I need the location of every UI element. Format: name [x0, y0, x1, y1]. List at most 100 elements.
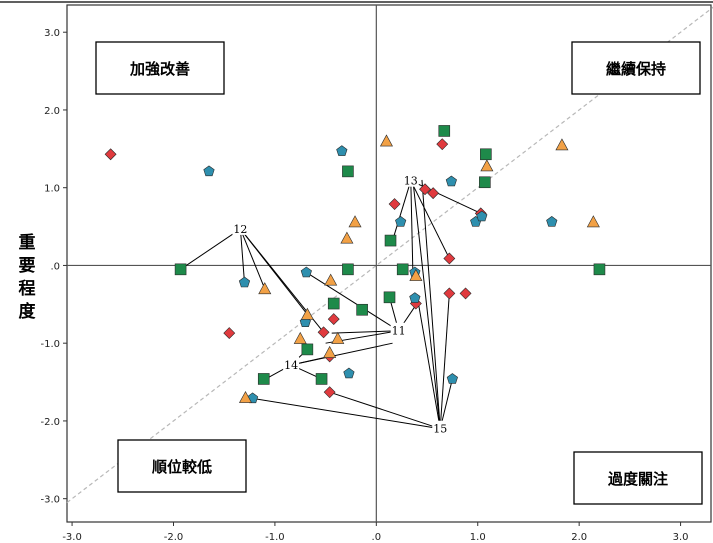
square-marker [396, 263, 409, 276]
annotation-label: 14 [284, 359, 298, 372]
pentagon-marker [409, 292, 421, 303]
x-tick-label: 2.0 [571, 532, 587, 543]
annotation-label: 12 [233, 223, 247, 236]
diamond-marker [459, 287, 472, 300]
square-marker [479, 176, 491, 189]
annotation-leader-line [239, 228, 245, 283]
diamond-marker [223, 327, 236, 340]
annotation-leader-line [291, 342, 393, 366]
pentagon-marker [546, 216, 558, 227]
annotation-label: 13 [404, 175, 418, 188]
pentagon-marker [476, 210, 488, 222]
x-tick-label: 1.0 [470, 532, 486, 543]
annotation-label: 15 [433, 423, 447, 436]
diamond-marker [317, 326, 330, 339]
square-marker [327, 297, 340, 310]
square-marker [593, 263, 606, 276]
y-axis-label-char: 程 [19, 279, 36, 299]
triangle-marker [480, 159, 494, 172]
y-tick-label: -2.0 [40, 417, 60, 428]
y-tick-label: 2.0 [44, 106, 60, 117]
y-axis-label-char: 要 [19, 256, 36, 276]
triangle-marker [324, 273, 338, 286]
quadrant-label-top-right: 繼續保持 [606, 60, 666, 78]
pentagon-marker [336, 145, 348, 156]
annotation-leader-line [410, 180, 414, 271]
triangle-marker [293, 331, 307, 344]
annotation-leader-line [410, 180, 450, 259]
square-marker [301, 343, 314, 356]
diamond-marker [427, 187, 440, 200]
pentagon-marker [446, 373, 458, 384]
pentagon-marker [203, 165, 215, 177]
x-tick-label: 3.0 [673, 532, 689, 543]
square-marker [480, 148, 492, 161]
pentagon-marker [395, 216, 407, 227]
triangle-marker [555, 138, 569, 151]
diamond-marker [388, 198, 401, 210]
annotation-leader-line [421, 179, 441, 429]
triangle-marker [300, 307, 314, 320]
diamond-marker [323, 386, 336, 399]
annotation-leader-line [410, 180, 481, 214]
quadrant-label-bottom-left: 順位較低 [151, 458, 212, 476]
triangle-marker [586, 215, 600, 228]
quadrant-box-bottom-left [117, 439, 247, 493]
pentagon-marker [300, 266, 312, 278]
square-marker [257, 373, 270, 385]
square-marker [384, 234, 397, 247]
square-marker [315, 373, 328, 385]
square-marker [383, 291, 396, 304]
annotation-leader-line [180, 228, 241, 270]
x-tick-label: -1.0 [265, 532, 285, 543]
quadrant-label-bottom-right: 過度關注 [607, 470, 668, 488]
triangle-marker [379, 134, 393, 147]
square-marker [342, 263, 354, 276]
annotation-leader-line [417, 300, 441, 429]
pentagon-marker [238, 276, 251, 288]
diamond-marker [419, 183, 431, 196]
square-marker [342, 165, 354, 178]
diamond-marker [104, 148, 117, 161]
x-tick-label: -3.0 [62, 532, 82, 543]
diamond-marker [327, 313, 340, 326]
diamond-marker [436, 138, 449, 151]
annotation-label-bg [283, 356, 300, 371]
triangle-marker [409, 268, 423, 281]
pentagon-marker [343, 367, 355, 379]
triangle-marker [331, 331, 345, 344]
quadrant-box-bottom-right [573, 451, 703, 505]
annotation-leader-line [331, 330, 399, 334]
y-axis-label-char: 度 [19, 301, 37, 322]
annotation-leader-line [239, 228, 266, 289]
annotation-label-bg [232, 220, 249, 235]
quadrant-box-top-left [95, 41, 225, 95]
annotation-label-bg [402, 172, 419, 187]
triangle-marker [348, 215, 362, 228]
annotation-leader-line [439, 378, 453, 429]
diamond-marker [443, 252, 456, 265]
square-marker [174, 263, 187, 276]
quadrant-box-top-right [571, 41, 701, 95]
y-tick-label: 3.0 [44, 28, 60, 39]
x-tick-label: .0 [372, 532, 382, 543]
annotation-label-bg [432, 420, 449, 435]
y-tick-label: -1.0 [40, 339, 60, 350]
square-marker [438, 125, 451, 137]
annotation-leader-line [306, 272, 399, 332]
triangle-marker [238, 390, 252, 403]
y-tick-label: .0 [50, 261, 60, 272]
annotation-leader-line [412, 179, 441, 429]
y-tick-label: -3.0 [40, 495, 60, 506]
annotation-label: 11 [392, 325, 406, 338]
quadrant-label-top-left: 加強改善 [129, 60, 190, 78]
plot-frame [66, 4, 712, 523]
annotation-leader-line [439, 293, 450, 429]
annotation-label-bg [390, 322, 407, 337]
annotation-leader-line [252, 397, 441, 430]
triangle-marker [323, 345, 337, 358]
annotation-leader-line [392, 180, 412, 241]
annotation-leader-line [329, 391, 441, 430]
